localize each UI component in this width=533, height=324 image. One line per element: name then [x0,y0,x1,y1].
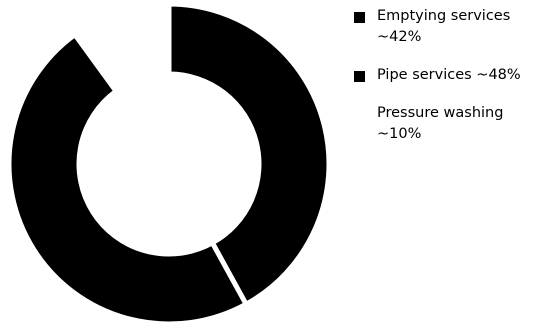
legend: Emptying services ~42% Pipe services ~48… [354,6,530,145]
legend-label-pipe-services: Pipe services ~48% [377,67,521,83]
legend-item-pipe-services: Pipe services ~48% [354,65,530,86]
legend-label-pressure-washing: Pressure washing ~10% [377,105,504,142]
legend-label-emptying-services: Emptying services ~42% [377,8,511,45]
legend-item-pressure-washing: Pressure washing ~10% [354,103,530,145]
donut-slice-pipe-services [6,31,250,324]
donut-chart-svg [6,1,332,324]
legend-swatch-pressure-washing [354,109,365,120]
donut-slice-emptying-services [166,1,332,308]
legend-swatch-pipe-services [354,71,365,82]
donut-slice-pressure-washing [71,1,172,95]
legend-swatch-emptying-services [354,12,365,23]
legend-item-emptying-services: Emptying services ~42% [354,6,530,48]
